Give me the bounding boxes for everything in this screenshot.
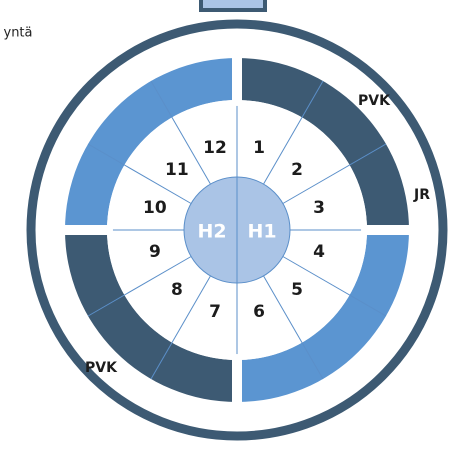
ring-segment — [65, 58, 237, 230]
top-tab — [199, 0, 267, 12]
sector-number: 1 — [253, 138, 265, 158]
notch — [47, 225, 113, 235]
sector-number: 5 — [291, 280, 303, 300]
ring-segment — [237, 230, 409, 402]
sector-number: 7 — [209, 302, 221, 322]
ring-label: PVK — [358, 93, 391, 109]
sector-line — [263, 80, 324, 185]
ring-label: PVK — [85, 360, 118, 376]
sector-number: 12 — [203, 138, 227, 158]
notch — [232, 40, 242, 106]
sector-number: 8 — [171, 280, 183, 300]
corner-text: yntä — [4, 26, 33, 41]
ring-segment — [237, 58, 409, 230]
notch — [232, 354, 242, 420]
sector-line — [263, 275, 324, 380]
sector-line — [150, 275, 211, 380]
sector-line — [87, 143, 192, 204]
sector-line — [282, 256, 387, 317]
sector-number: 10 — [143, 198, 167, 218]
sector-number: 4 — [313, 242, 325, 262]
sector-number: 9 — [149, 242, 161, 262]
ring-segment — [65, 230, 237, 402]
ring-label: JR — [413, 187, 430, 203]
hub-right: H1 — [247, 221, 276, 243]
outer-ring — [26, 19, 448, 441]
hub-left: H2 — [197, 221, 226, 243]
sector-number: 6 — [253, 302, 265, 322]
sector-line — [87, 256, 192, 317]
sector-line — [282, 143, 387, 204]
sector-line — [150, 80, 211, 185]
sector-number: 3 — [313, 198, 325, 218]
sector-number: 2 — [291, 160, 303, 180]
notch — [361, 225, 427, 235]
sector-number: 11 — [165, 160, 189, 180]
